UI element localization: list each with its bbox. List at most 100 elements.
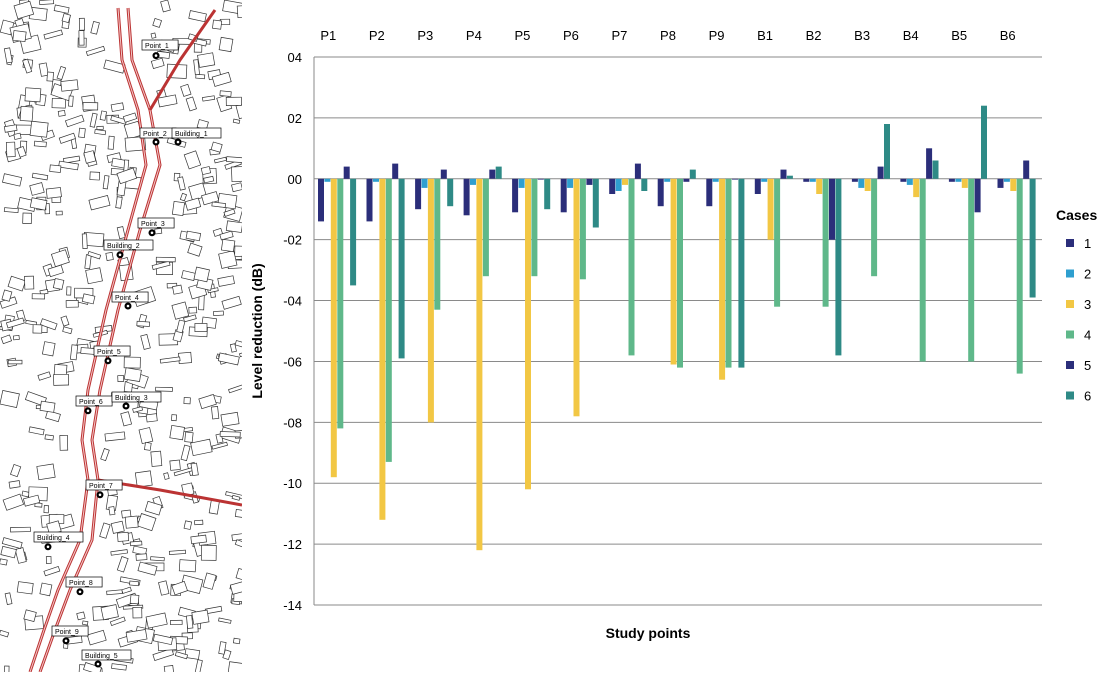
bar-series-1-P9 <box>706 178 713 207</box>
bar-series-4-B6 <box>1016 178 1023 374</box>
map-building <box>120 411 132 427</box>
x-category-label: B3 <box>854 28 870 43</box>
map-building <box>129 594 140 605</box>
map-building <box>19 105 34 122</box>
receiver-marker-dot <box>86 409 90 413</box>
bar-series-2-B2 <box>809 178 816 182</box>
bar-series-6-B5 <box>981 105 987 179</box>
map-building <box>201 191 220 206</box>
bar-series-3-P7 <box>622 178 628 185</box>
bar-series-3-P4 <box>476 178 483 551</box>
map-building <box>58 132 76 144</box>
bar-series-2-P1 <box>324 178 331 182</box>
map-building <box>186 615 194 629</box>
map-building <box>211 441 228 450</box>
map-building <box>55 210 63 216</box>
map-building <box>144 500 163 516</box>
map-building <box>45 410 61 423</box>
map-building <box>200 166 212 176</box>
map-building <box>4 592 13 605</box>
x-category-label: P9 <box>709 28 725 43</box>
map-building <box>2 173 23 187</box>
map-building <box>171 301 190 320</box>
map-building <box>198 294 205 311</box>
map-building <box>129 540 143 547</box>
bar-series-5-B5 <box>974 178 981 213</box>
receiver-marker-dot <box>106 359 110 363</box>
map-road-center-left <box>29 7 147 672</box>
bar-series-4-P1 <box>337 178 344 429</box>
bar-series-6-P8 <box>689 169 696 179</box>
map-building <box>25 319 38 326</box>
map-label: Building_4 <box>37 535 70 542</box>
receiver-marker-dot <box>124 404 128 408</box>
y-tick-label: -10 <box>283 476 302 491</box>
map-building <box>7 275 26 292</box>
bar-series-2-P2 <box>373 178 379 182</box>
map-building <box>85 267 103 285</box>
map-building <box>194 519 204 526</box>
map-building <box>12 334 20 341</box>
map-building <box>36 463 56 481</box>
x-category-label: B6 <box>1000 28 1016 43</box>
map-building <box>219 90 232 97</box>
bar-series-4-B2 <box>822 178 829 307</box>
map-building <box>231 494 241 501</box>
map-building <box>43 505 50 514</box>
y-tick-label: -12 <box>283 537 302 552</box>
y-tick-label: -06 <box>283 354 302 369</box>
map-building <box>107 135 115 150</box>
map-building <box>111 663 127 671</box>
map-building <box>150 450 163 467</box>
bar-series-3-P2 <box>379 178 386 520</box>
y-tick-label: -02 <box>283 233 302 248</box>
map-building <box>57 109 66 117</box>
map-building <box>122 112 138 123</box>
map-building <box>110 549 128 556</box>
map-building <box>212 19 223 30</box>
bar-series-1-P4 <box>463 178 470 216</box>
map-building <box>58 160 79 171</box>
map-building <box>60 79 79 92</box>
map-building <box>66 286 72 296</box>
map-building <box>155 256 176 263</box>
map-building <box>29 120 49 138</box>
map-label-box <box>51 625 89 637</box>
map-building <box>14 547 27 564</box>
map-building <box>225 96 242 106</box>
legend-entry: 4 <box>1084 328 1091 343</box>
map-building <box>60 315 70 327</box>
map-building <box>68 95 74 107</box>
map-building <box>3 665 10 672</box>
receiver-marker-dot <box>46 545 50 549</box>
map-building <box>136 320 151 327</box>
map-building <box>22 494 41 507</box>
bar-series-5-P3 <box>440 169 447 179</box>
map-building <box>51 97 66 109</box>
map-building <box>184 197 202 211</box>
map-building <box>28 426 45 436</box>
map-building <box>31 293 46 300</box>
map-building <box>217 275 235 287</box>
bar-series-4-P7 <box>628 178 635 356</box>
y-tick-label: -14 <box>283 598 302 613</box>
map-building <box>47 264 64 278</box>
bar-series-3-P6 <box>573 178 580 417</box>
bar-series-2-P9 <box>712 178 719 182</box>
bar-series-2-P5 <box>518 178 525 188</box>
map-building <box>39 0 55 5</box>
map-building <box>45 187 62 199</box>
y-tick-label: -04 <box>283 294 302 309</box>
map-building <box>178 559 197 573</box>
map-building <box>0 389 20 408</box>
receiver-marker-dot <box>78 590 82 594</box>
map-building <box>171 580 188 596</box>
map-building <box>193 59 200 76</box>
map-building <box>10 463 22 478</box>
legend-swatch <box>1066 330 1074 339</box>
map-building <box>180 83 192 97</box>
map-building <box>229 581 242 595</box>
bar-series-6-P1 <box>350 178 357 286</box>
bar-series-4-B1 <box>774 178 781 307</box>
map-building <box>124 136 147 152</box>
